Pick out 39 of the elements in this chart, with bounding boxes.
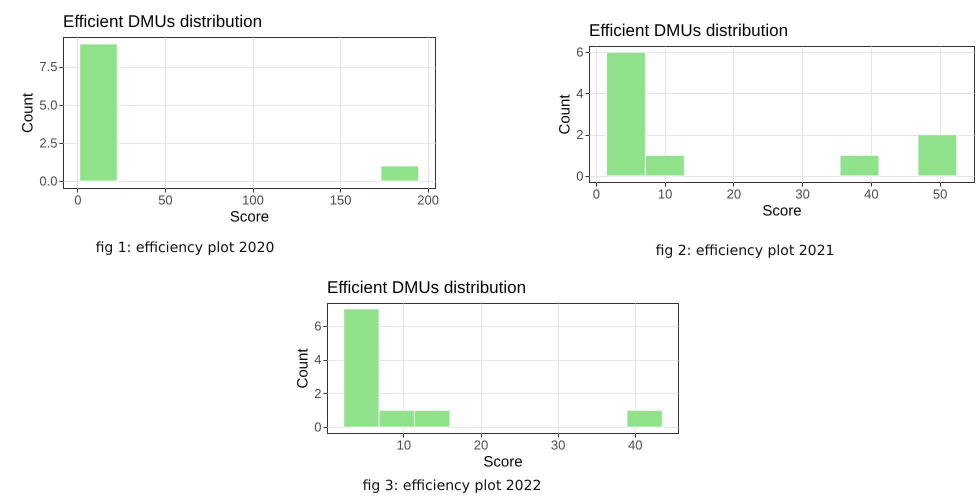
y-tick-label: 6 — [314, 318, 322, 334]
y-axis-title: Count — [19, 92, 36, 134]
x-axis-title: Score — [483, 454, 523, 470]
chart-title: Efficient DMUs distribution — [589, 21, 788, 40]
caption: fig 1: efficiency plot 2020 — [96, 240, 274, 256]
x-tick-label: 30 — [550, 438, 566, 452]
y-axis-title: Count — [556, 94, 574, 135]
x-tick-label: 40 — [864, 186, 879, 202]
x-tick-label: 10 — [396, 438, 412, 452]
x-tick-label: 200 — [417, 192, 439, 208]
x-tick-label: 100 — [242, 192, 264, 208]
y-tick-label: 7.5 — [39, 59, 58, 74]
y-tick-label: 5.0 — [39, 97, 58, 112]
x-tick-label: 10 — [658, 186, 672, 202]
y-tick-label: 2.5 — [39, 136, 58, 151]
chart-title: Efficient DMUs distribution — [63, 12, 262, 31]
x-tick-label: 20 — [474, 438, 488, 452]
y-tick-label: 2 — [576, 127, 584, 142]
x-tick-label: 40 — [628, 438, 643, 452]
y-tick-label: 6 — [576, 44, 584, 60]
x-tick-label: 20 — [726, 186, 742, 202]
x-tick-label: 0 — [74, 192, 82, 208]
y-tick-label: 4 — [576, 86, 584, 101]
x-axis-title: Score — [230, 208, 270, 226]
y-tick-label: 0 — [314, 420, 322, 435]
y-tick-label: 2 — [314, 386, 322, 401]
x-tick-label: 30 — [795, 186, 810, 202]
y-axis-title: Count — [294, 348, 312, 389]
y-tick-label: 0.0 — [39, 174, 58, 189]
x-tick-label: 50 — [158, 192, 173, 208]
y-tick-label: 4 — [314, 352, 322, 368]
y-tick-label: 0 — [576, 168, 584, 184]
x-tick-label: 0 — [592, 186, 600, 202]
caption: fig 3: efficiency plot 2022 — [362, 478, 542, 494]
x-axis-title: Score — [762, 202, 802, 220]
x-tick-label: 50 — [932, 186, 948, 202]
caption: fig 2: efficiency plot 2021 — [656, 243, 834, 259]
x-tick-label: 150 — [330, 192, 352, 208]
chart-title: Efficient DMUs distribution — [327, 278, 526, 297]
